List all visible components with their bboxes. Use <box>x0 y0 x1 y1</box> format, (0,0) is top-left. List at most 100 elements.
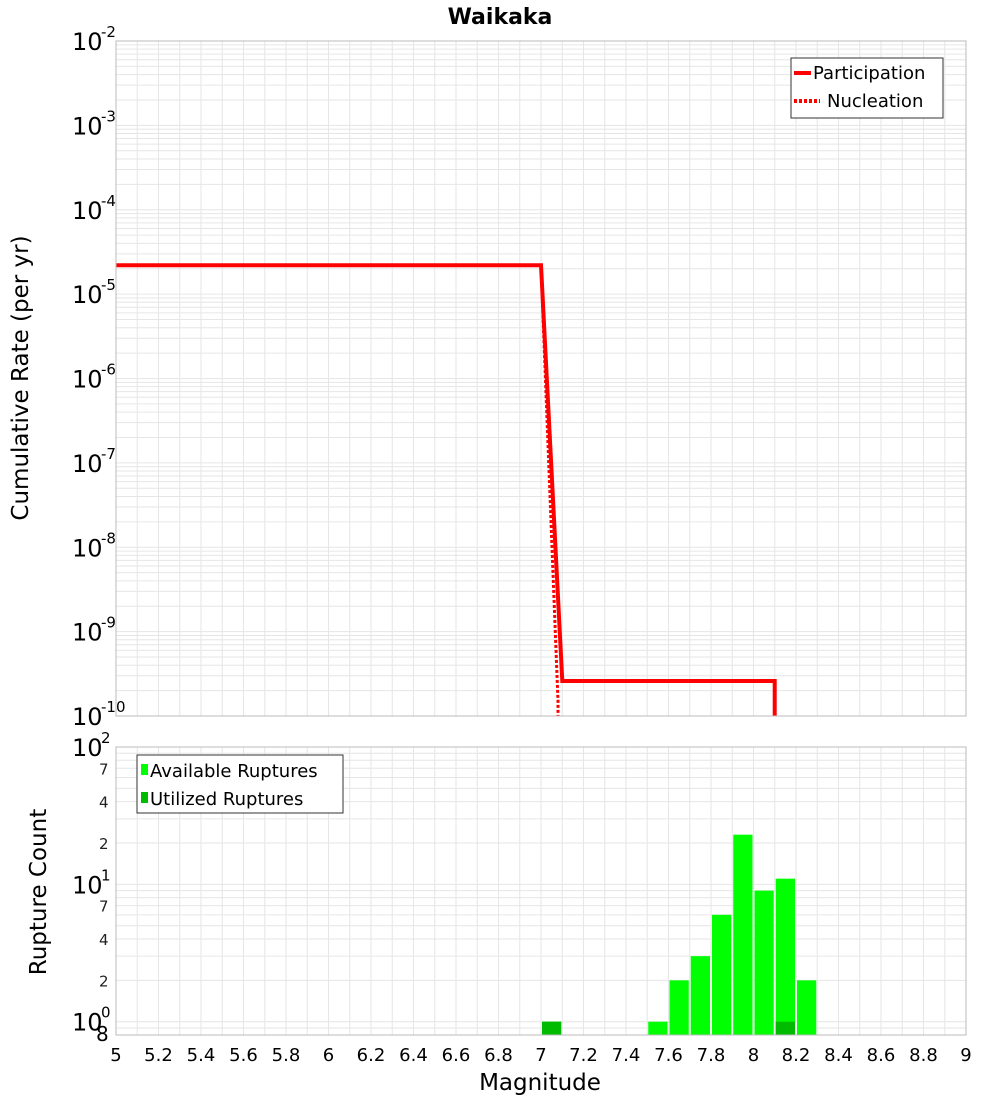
magnitude-tick-label: 9 <box>960 1045 971 1066</box>
magnitude-tick-labels: 5 5.2 5.4 5.6 5.8 6 6.2 6.4 6.6 6.8 7 7.2 7.4 7.6 7.8 8… <box>110 1045 971 1066</box>
available-legend-label: Available Ruptures <box>150 761 318 782</box>
count-plot-bars <box>542 834 817 1035</box>
rate-y-tick: 10-6 <box>72 361 116 394</box>
utilized-legend-swatch <box>141 792 148 803</box>
magnitude-tick-label: 5 <box>110 1045 121 1066</box>
count-y-tick: 2 <box>99 835 109 853</box>
available-rupture-bar <box>712 914 732 1035</box>
rate-y-tick-base: 10 <box>72 28 103 56</box>
nucleation-legend-label: Nucleation <box>827 91 923 112</box>
chart-title: Waikaka <box>448 5 553 30</box>
available-rupture-bar <box>690 956 710 1035</box>
rate-y-tick-base: 10 <box>72 534 103 562</box>
count-y-axis-label: Rupture Count <box>26 809 52 975</box>
available-rupture-bar <box>754 890 774 1035</box>
magnitude-tick-label: 8.2 <box>782 1045 811 1066</box>
rate-y-tick: 10-5 <box>72 276 116 309</box>
available-rupture-bar <box>775 878 795 1035</box>
utilized-rupture-bar <box>542 1021 562 1035</box>
magnitude-tick-label: 5.6 <box>229 1045 258 1066</box>
rate-y-tick-exponent: -6 <box>101 361 116 379</box>
rate-y-tick: 10-4 <box>72 192 116 225</box>
count-y-tick: 2 <box>99 972 109 990</box>
rate-y-tick: 10-9 <box>72 614 116 647</box>
rate-y-tick-exponent: -9 <box>101 614 116 632</box>
count-y-tick: 101 <box>72 866 111 899</box>
count-y-tick: 7 <box>99 898 109 916</box>
count-y-tick: 4 <box>99 794 109 812</box>
rate-y-tick-base: 10 <box>72 197 103 225</box>
rate-y-tick-exponent: -3 <box>101 107 116 125</box>
rate-y-tick-base: 10 <box>72 619 103 647</box>
rate-y-tick: 10-2 <box>72 23 116 56</box>
magnitude-tick-label: 7.4 <box>612 1045 641 1066</box>
magnitude-tick-label: 6 <box>323 1045 334 1066</box>
magnitude-tick-label: 6.6 <box>442 1045 471 1066</box>
rate-y-tick: 10-10 <box>72 698 126 731</box>
rate-y-tick: 10-3 <box>72 107 116 140</box>
magnitude-tick-label: 7.2 <box>569 1045 598 1066</box>
count-y-tick-minor: 8 <box>96 1022 109 1046</box>
count-y-tick-minor: 7 <box>99 898 109 916</box>
rate-y-tick-base: 10 <box>72 450 103 478</box>
magnitude-tick-label: 5.4 <box>187 1045 216 1066</box>
available-rupture-bar <box>669 980 689 1035</box>
magnitude-tick-label: 5.2 <box>144 1045 173 1066</box>
count-y-tick-base: 10 <box>72 1009 103 1037</box>
magnitude-axis-label: Magnitude <box>479 1070 601 1096</box>
participation-legend-label: Participation <box>813 63 925 84</box>
rate-y-tick-base: 10 <box>72 281 103 309</box>
nucleation-line <box>116 263 560 716</box>
count-y-tick: 7 <box>99 760 109 778</box>
rate-y-tick-exponent: -2 <box>101 23 116 41</box>
count-legend: Available Ruptures Utilized Ruptures <box>136 754 344 814</box>
rate-plot-frame <box>115 40 967 717</box>
count-y-tick-minor: 4 <box>99 931 109 949</box>
magnitude-tick-label: 7.8 <box>697 1045 726 1066</box>
magnitude-tick-label: 7.6 <box>654 1045 683 1066</box>
rate-y-tick-base: 10 <box>72 112 103 140</box>
count-y-tick: 8 <box>96 1022 109 1046</box>
available-legend-swatch <box>141 764 148 775</box>
count-y-tick-minor: 2 <box>99 972 109 990</box>
rate-y-tick: 10-7 <box>72 445 116 478</box>
utilized-legend-label: Utilized Ruptures <box>150 789 303 810</box>
participation-line <box>116 263 777 716</box>
available-rupture-bar <box>733 834 753 1035</box>
magnitude-tick-label: 8.8 <box>909 1045 938 1066</box>
magnitude-tick-label: 8.4 <box>824 1045 853 1066</box>
rate-plot-grid <box>115 41 967 717</box>
available-rupture-bar <box>648 1021 668 1035</box>
count-y-tick: 100 <box>72 1004 111 1037</box>
rate-plot-series <box>116 263 777 716</box>
count-plot-frame <box>115 746 967 1036</box>
magnitude-tick-label: 8.6 <box>867 1045 896 1066</box>
count-y-tick-exponent: 0 <box>101 1004 111 1022</box>
magnitude-tick-label: 6.8 <box>484 1045 513 1066</box>
count-y-tick: 102 <box>72 729 111 762</box>
utilized-rupture-bar <box>775 1021 795 1035</box>
rate-y-tick-exponent: -8 <box>101 529 116 547</box>
rate-y-tick-base: 10 <box>72 703 103 731</box>
rate-legend: Participation Nucleation <box>790 57 944 119</box>
rate-y-tick-base: 10 <box>72 366 103 394</box>
magnitude-tick-label: 6.2 <box>357 1045 386 1066</box>
magnitude-tick-label: 5.8 <box>272 1045 301 1066</box>
count-y-tick-minor: 4 <box>99 794 109 812</box>
magnitude-tick-label: 7 <box>535 1045 546 1066</box>
count-y-tick-base: 10 <box>72 734 103 762</box>
rate-y-axis-label: Cumulative Rate (per yr) <box>8 235 34 520</box>
count-y-tick-minor: 7 <box>99 760 109 778</box>
magnitude-tick-label: 6.4 <box>399 1045 428 1066</box>
rate-legend-box <box>790 57 944 119</box>
available-rupture-bar <box>797 980 817 1035</box>
count-y-tick-exponent: 2 <box>101 729 111 747</box>
rate-y-tick-exponent: -4 <box>101 192 116 210</box>
count-y-tick: 4 <box>99 931 109 949</box>
count-y-tick-minor: 2 <box>99 835 109 853</box>
rate-y-tick-exponent: -10 <box>101 698 126 716</box>
count-y-tick-base: 10 <box>72 871 103 899</box>
